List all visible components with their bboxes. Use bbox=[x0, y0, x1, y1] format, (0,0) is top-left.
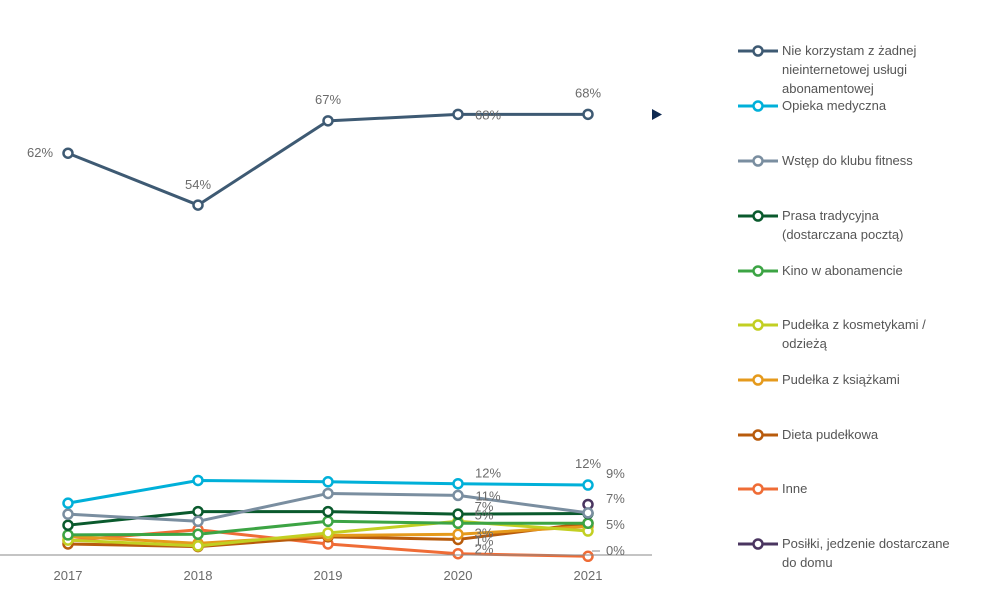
legend-swatch-marker bbox=[752, 319, 764, 331]
legend-swatch-marker bbox=[752, 45, 764, 57]
legend-item: Pudełka z książkami bbox=[738, 372, 900, 387]
series-2 bbox=[62, 487, 594, 528]
data-point bbox=[62, 508, 74, 520]
series-0 bbox=[62, 108, 594, 211]
legend-label: Pudełka z kosmetykami / odzieżą bbox=[782, 317, 926, 351]
legend-label: Prasa tradycyjna (dostarczana pocztą) bbox=[782, 208, 903, 242]
data-label: 1% bbox=[475, 533, 494, 548]
data-point bbox=[322, 527, 334, 539]
play-arrow-icon bbox=[652, 109, 662, 120]
legend-swatch-marker bbox=[752, 210, 764, 222]
data-point bbox=[582, 550, 594, 563]
data-label: 68% bbox=[575, 85, 601, 100]
legend-item: Posiłki, jedzenie dostarczane do domu bbox=[738, 536, 950, 570]
x-tick-label: 2019 bbox=[314, 568, 343, 583]
right-value-label: 0% bbox=[606, 543, 625, 558]
data-point bbox=[452, 528, 464, 541]
legend-item: Pudełka z kosmetykami / odzieżą bbox=[738, 317, 926, 351]
series-4 bbox=[62, 515, 594, 541]
legend-swatch-marker bbox=[752, 538, 764, 550]
data-label: 12% bbox=[575, 456, 601, 471]
data-point bbox=[322, 515, 334, 528]
data-point bbox=[452, 489, 464, 502]
data-point bbox=[62, 519, 74, 531]
legend-swatch-marker bbox=[752, 429, 764, 441]
data-label: 11% bbox=[475, 488, 500, 503]
right-value-label: 7% bbox=[606, 491, 625, 506]
legend: Nie korzystam z żadnej nieinternetowej us… bbox=[738, 43, 950, 570]
series-1 bbox=[62, 474, 594, 509]
data-point bbox=[192, 505, 204, 518]
legend-label: Nie korzystam z żadnej nieinternetowej us… bbox=[782, 43, 916, 96]
x-tick-label: 2020 bbox=[444, 568, 473, 583]
data-label: 62% bbox=[27, 145, 53, 160]
data-point bbox=[322, 487, 334, 500]
data-point bbox=[452, 547, 464, 560]
x-tick-label: 2018 bbox=[184, 568, 213, 583]
data-point bbox=[582, 108, 594, 121]
legend-item: Prasa tradycyjna (dostarczana pocztą) bbox=[738, 208, 903, 242]
legend-label: Opieka medyczna bbox=[782, 98, 887, 113]
data-label: 67% bbox=[315, 92, 341, 107]
x-axis: 2017 2018 2019 2020 2021 bbox=[0, 554, 652, 583]
legend-label: Kino w abonamencie bbox=[782, 263, 903, 278]
legend-label: Inne bbox=[782, 481, 807, 496]
legend-label: Dieta pudełkowa bbox=[782, 427, 879, 442]
data-point bbox=[452, 108, 464, 121]
data-point bbox=[582, 517, 594, 529]
series-layer bbox=[62, 108, 594, 563]
data-label: 5% bbox=[475, 507, 494, 522]
data-point bbox=[452, 508, 464, 520]
legend-swatch-marker bbox=[752, 374, 764, 386]
series-line bbox=[67, 112, 588, 207]
legend-label: Posiłki, jedzenie dostarczane do domu bbox=[782, 536, 950, 570]
legend-item: Inne bbox=[738, 481, 807, 496]
data-point bbox=[62, 497, 74, 509]
legend-label: Wstęp do klubu fitness bbox=[782, 153, 913, 168]
data-point bbox=[322, 505, 334, 518]
data-label: 12% bbox=[475, 466, 501, 481]
data-label: 68% bbox=[475, 107, 501, 122]
data-point bbox=[62, 147, 74, 159]
data-point bbox=[452, 477, 464, 490]
legend-swatch-marker bbox=[752, 155, 764, 167]
data-label: 7% bbox=[475, 499, 494, 514]
data-point bbox=[192, 474, 204, 487]
x-tick-label: 2021 bbox=[574, 568, 603, 583]
legend-item: Nie korzystam z żadnej nieinternetowej us… bbox=[738, 43, 916, 96]
data-label: 3% bbox=[475, 525, 494, 540]
data-point bbox=[192, 528, 204, 541]
legend-item: Opieka medyczna bbox=[738, 98, 887, 113]
data-label: 2% bbox=[475, 542, 494, 557]
data-point bbox=[582, 507, 594, 519]
right-value-labels: 9% 7% 5% 0% bbox=[592, 466, 625, 558]
legend-item: Dieta pudełkowa bbox=[738, 427, 879, 442]
legend-swatch-marker bbox=[752, 100, 764, 112]
data-point bbox=[62, 529, 74, 541]
data-point bbox=[192, 515, 204, 528]
right-value-label: 9% bbox=[606, 466, 625, 481]
data-point bbox=[192, 199, 204, 211]
right-value-label: 5% bbox=[606, 517, 625, 532]
data-label: 54% bbox=[185, 177, 211, 192]
legend-swatch-marker bbox=[752, 265, 764, 277]
x-tick-label: 2017 bbox=[54, 568, 83, 583]
data-point bbox=[322, 115, 334, 127]
legend-label: Pudełka z książkami bbox=[782, 372, 900, 387]
data-point bbox=[582, 479, 594, 491]
legend-swatch-marker bbox=[752, 483, 764, 495]
data-point bbox=[322, 476, 334, 488]
data-label-layer: 62% 54% 67% 68% 68% 12% 12% 11%7%5% 3%1%2% bbox=[27, 85, 601, 556]
legend-item: Kino w abonamencie bbox=[738, 263, 903, 278]
data-point bbox=[192, 540, 204, 552]
legend-item: Wstęp do klubu fitness bbox=[738, 153, 913, 168]
data-point bbox=[452, 517, 464, 529]
